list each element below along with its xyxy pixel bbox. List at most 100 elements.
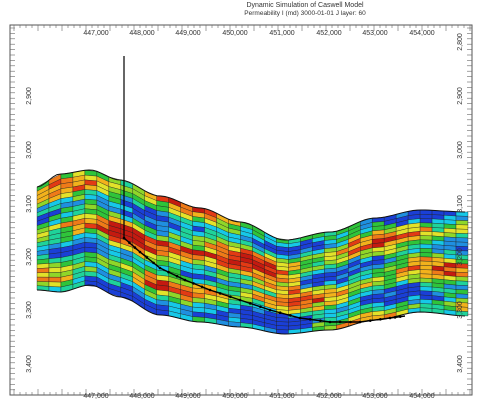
figure-title: Dynamic Simulation of Caswell Model xyxy=(246,2,364,9)
grid-cell xyxy=(419,239,433,245)
grid-cell xyxy=(48,267,62,273)
well-trajectory xyxy=(122,56,406,324)
x-tick-label-top: 454,000 xyxy=(409,30,434,37)
grid-cell xyxy=(419,256,433,262)
grid-cell xyxy=(36,272,50,278)
grid-cell xyxy=(455,293,469,299)
well-perforation xyxy=(278,311,282,315)
well-perforation xyxy=(379,317,382,321)
axis-ticks xyxy=(10,25,472,395)
grid-cell xyxy=(455,267,469,273)
grid-cell xyxy=(419,214,433,220)
x-tick-label-bottom: 453,000 xyxy=(362,393,387,400)
x-axis-bottom-labels: 447,000 448,000 449,000 450,000 451,000 452,0… xyxy=(83,393,434,400)
well-perforation xyxy=(128,241,131,245)
x-tick-label-bottom: 454,000 xyxy=(409,393,434,400)
grid-cell xyxy=(419,222,433,228)
grid-cell xyxy=(48,281,62,288)
well-perforation xyxy=(200,285,204,289)
grid-cell xyxy=(455,276,469,282)
grid-cell xyxy=(36,267,50,274)
x-tick-label-bottom: 451,000 xyxy=(269,393,294,400)
well-perforation xyxy=(218,292,222,295)
grid-cell xyxy=(419,248,433,254)
well-perforation xyxy=(368,319,372,322)
x-tick-label-bottom: 447,000 xyxy=(83,393,108,400)
well-perforation xyxy=(349,320,352,324)
well-perforation xyxy=(298,316,302,320)
x-tick-label-top: 452,000 xyxy=(316,30,341,37)
y-tick-label-right: 2,800 xyxy=(457,33,464,51)
x-tick-label-top: 449,000 xyxy=(175,30,200,37)
well-perforation xyxy=(248,302,252,305)
grid-cell xyxy=(419,235,433,241)
grid-cell xyxy=(419,252,433,258)
y-tick-label-right: 3,400 xyxy=(457,355,464,373)
well-perforation xyxy=(289,314,292,317)
well-perforation xyxy=(183,278,187,282)
grid-cell xyxy=(419,273,433,279)
grid-cell xyxy=(455,228,469,234)
x-tick-label-top: 448,000 xyxy=(129,30,154,37)
y-axis-right-labels: 2,800 2,900 3,000 3,100 3,200 3,300 3,400 xyxy=(457,33,464,373)
grid-cell xyxy=(419,218,433,224)
well-perforation xyxy=(358,320,362,324)
well-perforation xyxy=(308,318,312,321)
figure-subtitle: Permeability I (md) 3000-01-01 J layer: … xyxy=(244,10,366,17)
well-perforation xyxy=(122,236,126,240)
well-perforation xyxy=(138,250,142,254)
well-perforation xyxy=(145,256,149,259)
grid-cell xyxy=(455,271,469,278)
well-perforation xyxy=(133,246,137,249)
plot-frame xyxy=(9,24,473,396)
x-tick-label-top: 447,000 xyxy=(83,30,108,37)
y-tick-label-right: 3,100 xyxy=(457,195,464,213)
y-tick-label-right: 3,000 xyxy=(457,141,464,159)
well-perforation xyxy=(175,274,179,278)
grid-cell xyxy=(36,263,50,269)
y-tick-label-left: 3,200 xyxy=(26,248,33,266)
grid-top-boundary xyxy=(36,169,466,241)
y-tick-label-left: 3,100 xyxy=(26,195,33,213)
grid-cell xyxy=(48,277,62,283)
grid-cell xyxy=(48,272,62,278)
grid-cell xyxy=(419,294,433,301)
well-perforation xyxy=(208,288,212,292)
grid-cell xyxy=(455,289,469,295)
x-tick-label-top: 451,000 xyxy=(269,30,294,37)
grid-cell xyxy=(419,277,433,283)
y-tick-label-left: 2,900 xyxy=(26,87,33,105)
well-perforation xyxy=(319,319,322,323)
grid-cell xyxy=(455,224,469,230)
well-perforation xyxy=(152,261,155,265)
x-tick-label-bottom: 449,000 xyxy=(175,393,200,400)
well-perforation xyxy=(158,266,162,270)
grid-cell xyxy=(419,269,433,275)
well-perforation xyxy=(259,305,262,309)
x-tick-label-top: 450,000 xyxy=(222,30,247,37)
grid-cell xyxy=(455,280,469,286)
well-perforation xyxy=(192,282,195,285)
well-perforation xyxy=(388,316,392,320)
x-tick-label-bottom: 448,000 xyxy=(129,393,154,400)
grid-cell xyxy=(455,241,469,247)
grid-cell xyxy=(419,226,433,232)
well-perforation xyxy=(393,316,397,319)
grid-cell xyxy=(419,231,433,237)
grid-cell xyxy=(419,243,433,249)
x-tick-label-bottom: 452,000 xyxy=(316,393,341,400)
grid-cell xyxy=(455,220,469,226)
grid-cell xyxy=(455,215,469,221)
well-perforation xyxy=(328,320,332,324)
y-tick-label-right: 2,900 xyxy=(457,87,464,105)
y-tick-label-right: 3,300 xyxy=(457,301,464,319)
grid-cell xyxy=(455,233,469,239)
grid-cell xyxy=(455,310,469,317)
well-perforation xyxy=(167,270,170,274)
x-tick-label-bottom: 450,000 xyxy=(222,393,247,400)
grid-cell xyxy=(419,290,433,296)
well-perforation xyxy=(238,298,242,302)
grid-cell xyxy=(419,286,433,292)
y-axis-left-labels: 2,900 3,000 3,100 3,200 3,300 3,400 xyxy=(26,87,33,373)
